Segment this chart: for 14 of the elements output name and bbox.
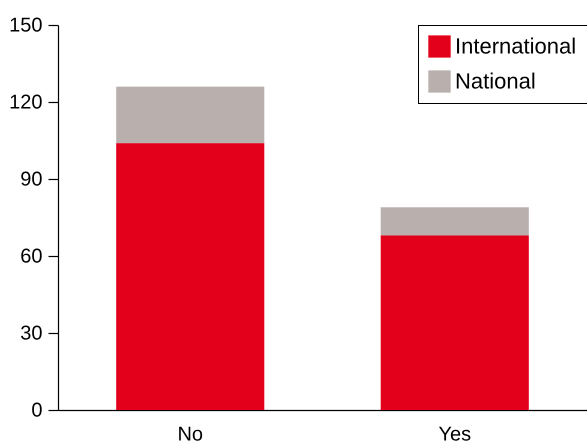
y-tick-label: 0 — [31, 400, 42, 422]
y-tick-label: 120 — [9, 92, 42, 114]
bar — [116, 143, 264, 410]
x-tick-label: No — [177, 424, 204, 446]
y-tick-label: 30 — [20, 322, 42, 344]
legend-label: International — [455, 34, 576, 58]
y-tick-label: 150 — [9, 14, 42, 36]
bar — [116, 86, 264, 144]
bar — [380, 207, 529, 236]
y-tick-label: 60 — [20, 246, 42, 268]
bar — [380, 235, 529, 410]
y-tick-label: 90 — [20, 168, 42, 190]
legend-label: National — [455, 68, 536, 94]
x-tick-label: Yes — [438, 424, 472, 446]
